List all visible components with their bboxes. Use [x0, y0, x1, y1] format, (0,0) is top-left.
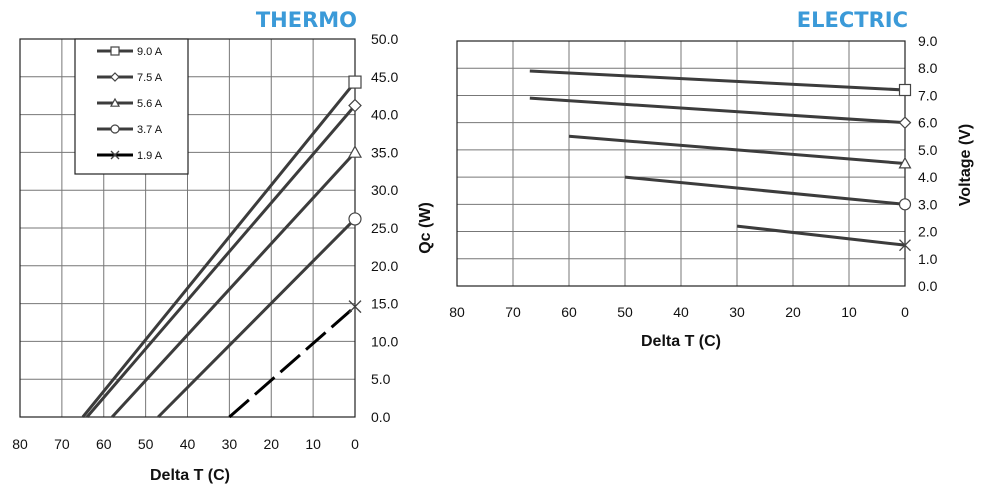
thermo-series-5-6-a: [111, 145, 363, 419]
thermo-xlabel: Delta T (C): [150, 467, 230, 484]
electric-y-tick-label: 3.0: [918, 196, 938, 212]
electric-y-tick-label: 4.0: [918, 169, 938, 185]
legend-marker-3-7-a: [110, 124, 120, 134]
electric-x-tick-label: 60: [561, 304, 577, 320]
thermo-y-tick-label: 35.0: [371, 144, 398, 160]
electric-series-7-5-a: [529, 96, 912, 130]
thermo-line-5-6-a: [111, 151, 357, 419]
legend-label-5-6-a: 5.6 A: [137, 98, 163, 110]
electric-series-9-0-a: [529, 69, 912, 97]
electric-line-1-9-a: [736, 224, 906, 247]
thermo-legend: 9.0 A 7.5 A 5.6 A 3.7 A 1.9 A: [74, 38, 189, 175]
electric-series-3-7-a: [624, 175, 912, 211]
electric-marker-9-0-a: [898, 83, 912, 97]
electric-y-tick-label: 7.0: [918, 87, 938, 103]
thermo-marker-1-9-a: [348, 300, 362, 314]
thermo-marker-5-6-a: [347, 145, 363, 158]
thermo-chart: 80 70 60 50 40 30 20 10 0 0.0 5.0 10.0 15.0 20.0 25.0 3…: [12, 31, 398, 452]
thermo-y-tick-label: 15.0: [371, 296, 398, 312]
legend-label-3-7-a: 3.7 A: [137, 124, 163, 136]
thermo-x-tick-label: 10: [305, 436, 321, 452]
electric-series-5-6-a: [568, 134, 912, 169]
electric-xlabel: Delta T (C): [641, 333, 721, 350]
thermo-x-tick-label: 70: [54, 436, 70, 452]
thermo-y-tick-label: 5.0: [371, 371, 391, 387]
electric-y-tick-label: 5.0: [918, 142, 938, 158]
legend-label-9-0-a: 9.0 A: [137, 46, 163, 58]
thermo-x-tick-label: 80: [12, 436, 28, 452]
electric-series-1-9-a: [736, 224, 911, 252]
legend-marker-9-0-a: [110, 46, 120, 56]
electric-title: ELECTRIC: [797, 8, 908, 32]
electric-x-tick-label: 0: [901, 304, 909, 320]
thermo-y-tick-label: 30.0: [371, 182, 398, 198]
electric-x-tick-label: 80: [449, 304, 465, 320]
thermo-series-9-0-a: [81, 75, 362, 418]
thermo-line-9-0-a: [81, 81, 357, 418]
thermo-x-tick-label: 0: [351, 436, 359, 452]
thermo-line-3-7-a: [157, 217, 357, 419]
electric-x-tick-label: 70: [505, 304, 521, 320]
electric-marker-3-7-a: [898, 198, 912, 211]
electric-line-3-7-a: [624, 175, 906, 206]
thermo-series-7-5-a: [85, 98, 362, 418]
thermo-y-tick-label: 0.0: [371, 409, 391, 425]
thermo-line-1-9-a: [228, 305, 356, 419]
thermo-y-tick-label: 50.0: [371, 31, 398, 47]
electric-y-tick-label: 9.0: [918, 33, 938, 49]
legend-marker-5-6-a: [109, 97, 121, 107]
thermo-title: THERMO: [256, 8, 357, 32]
legend-marker-7-5-a: [110, 72, 120, 82]
electric-line-9-0-a: [529, 69, 906, 92]
thermo-x-tick-label: 20: [263, 436, 279, 452]
thermo-series-1-9-a: [228, 300, 362, 419]
thermo-marker-7-5-a: [348, 98, 362, 113]
electric-y-tick-label: 0.0: [918, 278, 938, 294]
electric-line-5-6-a: [568, 134, 906, 165]
legend-label-7-5-a: 7.5 A: [137, 72, 163, 84]
thermo-x-tick-label: 40: [180, 436, 196, 452]
electric-y-tick-label: 8.0: [918, 60, 938, 76]
electric-x-tick-label: 40: [673, 304, 689, 320]
thermo-y-tick-label: 45.0: [371, 69, 398, 85]
thermo-line-7-5-a: [85, 104, 357, 418]
thermo-x-tick-label: 30: [222, 436, 238, 452]
electric-ylabel: Voltage (V): [957, 124, 974, 206]
thermo-ylabel: Qc (W): [417, 202, 434, 254]
thermo-marker-3-7-a: [348, 212, 362, 226]
thermo-y-tick-label: 40.0: [371, 107, 398, 123]
legend-marker-1-9-a: [110, 150, 120, 160]
thermo-y-tick-label: 20.0: [371, 258, 398, 274]
electric-x-tick-label: 30: [729, 304, 745, 320]
electric-marker-7-5-a: [898, 116, 912, 130]
thermo-x-tick-label: 60: [96, 436, 112, 452]
electric-marker-5-6-a: [898, 156, 912, 169]
electric-y-tick-label: 2.0: [918, 224, 938, 240]
electric-y-tick-label: 1.0: [918, 251, 938, 267]
electric-x-tick-label: 50: [617, 304, 633, 320]
legend-box: [74, 38, 189, 175]
electric-y-tick-label: 6.0: [918, 115, 938, 131]
legend-label-1-9-a: 1.9 A: [137, 150, 163, 162]
thermo-y-tick-label: 10.0: [371, 333, 398, 349]
thermo-marker-9-0-a: [348, 75, 362, 89]
thermo-series-3-7-a: [157, 212, 362, 419]
electric-x-tick-label: 20: [785, 304, 801, 320]
electric-line-7-5-a: [529, 96, 906, 125]
electric-x-tick-label: 10: [841, 304, 857, 320]
thermo-x-tick-label: 50: [138, 436, 154, 452]
electric-chart: 80 70 60 50 40 30 20 10 0 0.0 1.0 2.0 3.0 4.0 5.0 6.0 7.…: [449, 33, 937, 320]
electric-marker-1-9-a: [899, 239, 911, 252]
thermo-y-tick-label: 25.0: [371, 220, 398, 236]
